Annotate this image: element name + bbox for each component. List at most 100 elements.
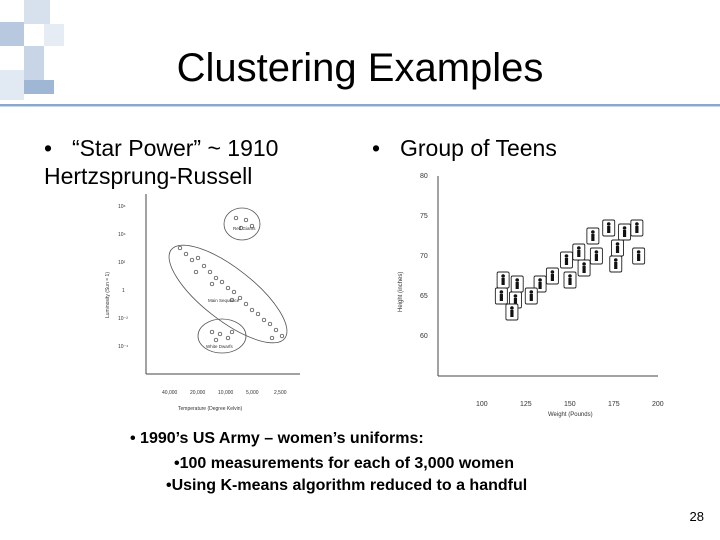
- hr-y-tick: 1: [122, 288, 125, 294]
- star-marker: [229, 329, 235, 335]
- star-marker: [213, 275, 219, 281]
- y-tick-label: 80: [420, 173, 428, 180]
- star-marker: [189, 257, 195, 263]
- title-divider: [0, 104, 720, 106]
- hr-y-tick: 10⁻⁴: [118, 344, 128, 350]
- star-marker: [249, 307, 255, 313]
- star-marker: [209, 329, 215, 335]
- star-marker: [209, 281, 215, 287]
- hr-y-label: Luminosity (Sun = 1): [105, 272, 111, 318]
- y-axis-label: Height (inches): [398, 272, 404, 312]
- bullet-star-power: • “Star Power” ~ 1910 Hertzsprung-Russell: [44, 134, 344, 190]
- star-marker: [225, 285, 231, 291]
- hr-y-tick: 10⁻²: [118, 316, 128, 322]
- star-marker: [219, 279, 225, 285]
- deco-block-5: [0, 70, 24, 100]
- teen-point: [572, 243, 586, 261]
- star-marker: [267, 321, 273, 327]
- bullet-group-of-teens-text: Group of Teens: [400, 135, 557, 161]
- page-number: 28: [689, 509, 704, 524]
- x-tick-label: 150: [564, 401, 576, 408]
- bullet-dot: •: [44, 135, 53, 161]
- x-axis-label: Weight (Pounds): [548, 412, 593, 418]
- deco-block-4: [44, 24, 64, 46]
- main-sequence-cluster: [168, 244, 288, 344]
- star-marker: [217, 331, 223, 337]
- hr-y-tick: 10²: [118, 260, 126, 266]
- star-marker: [207, 269, 213, 275]
- y-tick-label: 70: [420, 253, 428, 260]
- hr-x-tick: 2,500: [274, 390, 287, 396]
- star-marker: [255, 311, 261, 317]
- red-giants-cluster: [223, 207, 261, 241]
- cluster-label-main-sequence: Main Sequence: [208, 298, 240, 303]
- star-marker: [269, 335, 275, 341]
- teen-point: [577, 259, 591, 277]
- star-marker: [213, 337, 219, 343]
- cluster-label-white-dwarfs: White Dwarfs: [206, 344, 234, 349]
- teen-point: [560, 251, 573, 269]
- star-marker: [237, 295, 243, 301]
- cluster-label-red-giants: Red Giants: [233, 226, 256, 231]
- teen-point: [589, 247, 603, 265]
- hr-x-tick: 20,000: [190, 390, 206, 396]
- bullet-group-of-teens: • Group of Teens: [372, 134, 672, 162]
- y-tick-label: 60: [420, 333, 428, 340]
- measurements-note: •100 measurements for each of 3,000 wome…: [174, 455, 514, 472]
- hr-x-label: Temperature (Degree Kelvin): [178, 406, 243, 412]
- teen-point: [510, 275, 524, 293]
- hr-x-tick: 5,000: [246, 390, 259, 396]
- title-divider-light: [0, 106, 720, 107]
- star-marker: [243, 217, 249, 223]
- teen-point: [494, 287, 508, 305]
- star-marker: [177, 245, 183, 251]
- hr-y-tick: 10⁴: [118, 232, 126, 238]
- slide-title: Clustering Examples: [176, 46, 544, 90]
- star-marker: [201, 263, 207, 269]
- hr-x-tick: 40,000: [162, 390, 178, 396]
- star-marker: [183, 251, 189, 257]
- deco-block-3: [24, 46, 44, 80]
- star-marker: [231, 289, 237, 295]
- x-tick-label: 200: [652, 401, 664, 408]
- hr-diagram: 10⁶ 10⁴ 10² 1 10⁻² 10⁻⁴ 40,000 20,000 10…: [105, 194, 300, 412]
- deco-block-1: [0, 22, 24, 46]
- x-tick-label: 175: [608, 401, 620, 408]
- bullet-star-power-text: “Star Power” ~ 1910 Hertzsprung-Russell: [44, 135, 279, 189]
- y-tick-label: 65: [420, 293, 428, 300]
- x-tick-label: 100: [476, 401, 488, 408]
- teen-point: [586, 227, 600, 245]
- deco-block-6: [24, 80, 54, 94]
- teen-point: [632, 247, 646, 265]
- hr-x-tick: 10,000: [218, 390, 234, 396]
- y-tick-label: 75: [420, 213, 428, 220]
- star-marker: [193, 269, 199, 275]
- deco-block-2: [24, 0, 50, 24]
- teen-point: [505, 303, 519, 321]
- teen-point: [563, 271, 577, 289]
- star-marker: [238, 225, 244, 231]
- star-marker: [243, 301, 249, 307]
- x-tick-label: 125: [520, 401, 532, 408]
- teen-point: [609, 255, 623, 273]
- teen-point: [524, 287, 538, 305]
- hr-y-tick: 10⁶: [118, 204, 126, 210]
- teen-point: [630, 219, 644, 237]
- army-note: • 1990’s US Army – women’s uniforms:: [130, 430, 424, 447]
- teen-point: [496, 271, 510, 289]
- bullet-dot: •: [372, 135, 381, 161]
- teen-point: [611, 239, 624, 257]
- star-marker: [225, 335, 231, 341]
- white-dwarfs-cluster: [197, 318, 247, 354]
- teen-point: [618, 223, 632, 241]
- star-marker: [261, 317, 267, 323]
- star-marker: [273, 327, 279, 333]
- star-marker: [233, 215, 239, 221]
- star-marker: [229, 297, 235, 303]
- star-marker: [279, 333, 285, 339]
- teens-scatter-chart: 60 65 70 75 80 100 125 150 175 200 Height (inches…: [398, 173, 664, 418]
- kmeans-note: •Using K-means algorithm reduced to a ha…: [166, 477, 528, 494]
- star-marker: [195, 255, 201, 261]
- teen-point: [545, 267, 559, 285]
- teen-point: [602, 219, 616, 237]
